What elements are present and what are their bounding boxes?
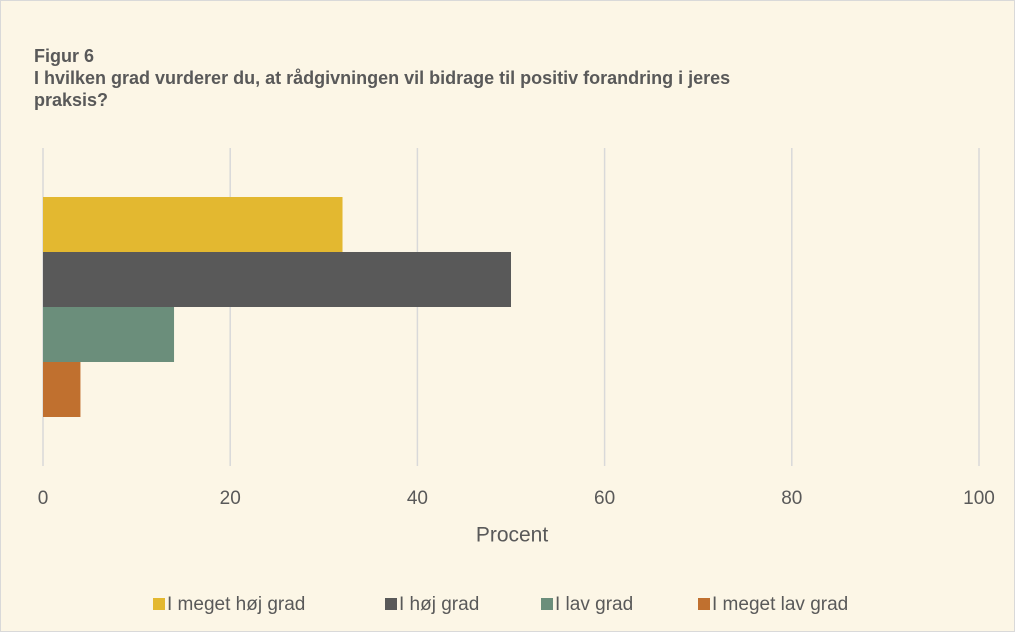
x-tick-label: 60 bbox=[594, 488, 615, 509]
bar bbox=[43, 197, 343, 252]
legend-label: I høj grad bbox=[399, 594, 479, 615]
legend-swatch bbox=[153, 598, 165, 610]
x-axis-label: Procent bbox=[476, 524, 549, 547]
chart-header: Figur 6 I hvilken grad vurderer du, at r… bbox=[34, 45, 764, 111]
chart-title: Figur 6 bbox=[34, 46, 95, 66]
chart-subtitle: I hvilken grad vurderer du, at rådgivnin… bbox=[34, 68, 731, 110]
legend-swatch bbox=[385, 598, 397, 610]
bar bbox=[43, 252, 511, 307]
bar bbox=[43, 362, 81, 417]
legend-label: I meget lav grad bbox=[712, 594, 848, 615]
x-tick-label: 20 bbox=[220, 488, 241, 509]
x-tick-label: 0 bbox=[38, 488, 49, 509]
bar bbox=[43, 307, 175, 362]
legend-label: I lav grad bbox=[555, 594, 633, 615]
legend-label: I meget høj grad bbox=[167, 594, 305, 615]
legend-swatch bbox=[541, 598, 553, 610]
x-tick-label: 80 bbox=[781, 488, 802, 509]
x-tick-label: 40 bbox=[407, 488, 428, 509]
legend-swatch bbox=[698, 598, 710, 610]
x-tick-label: 100 bbox=[963, 488, 995, 509]
